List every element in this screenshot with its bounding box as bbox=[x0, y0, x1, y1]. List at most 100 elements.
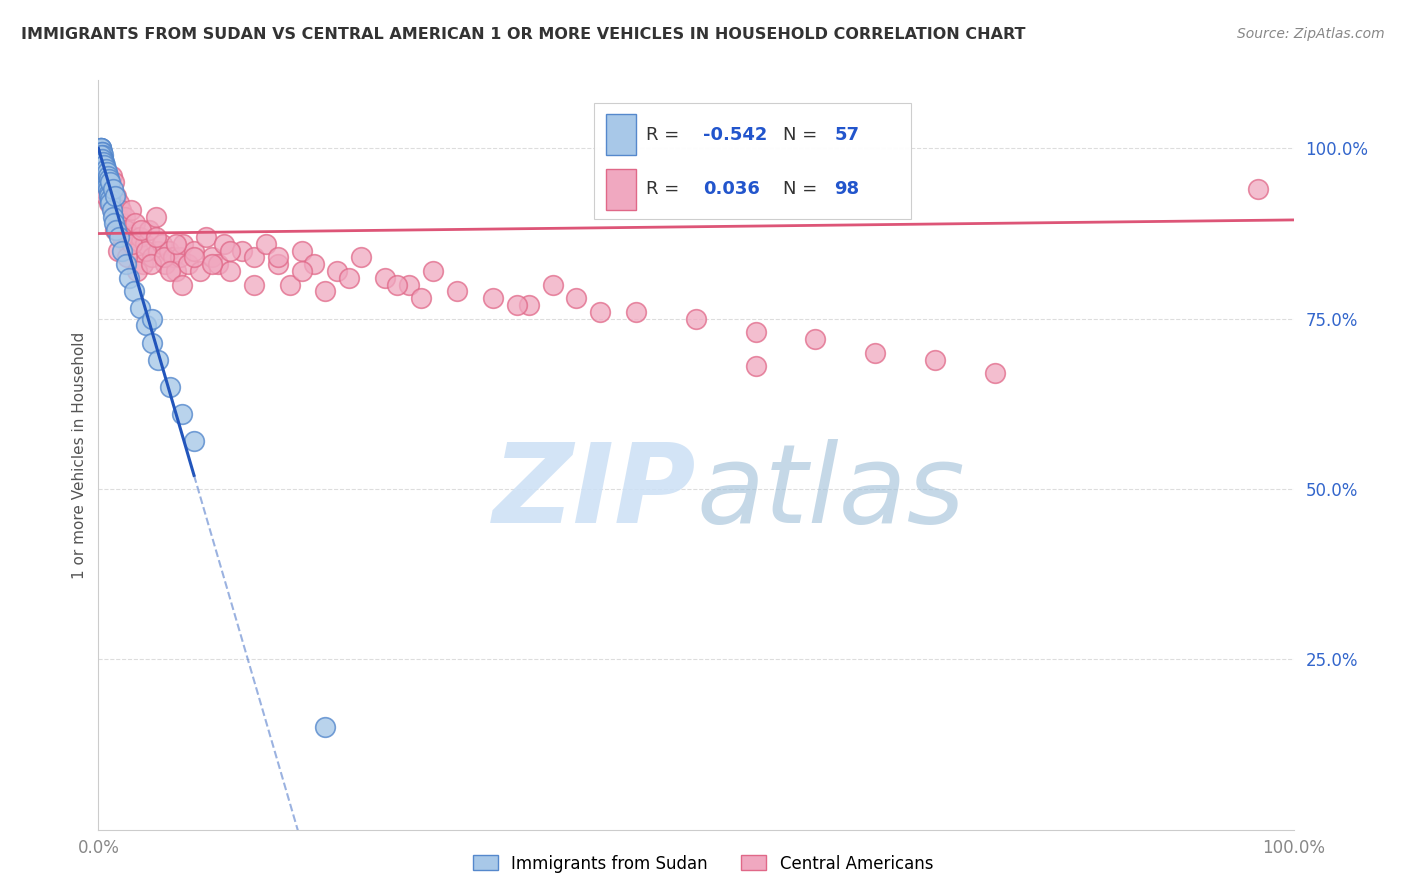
Point bbox=[103, 216, 125, 230]
Point bbox=[315, 285, 337, 299]
Point bbox=[101, 182, 124, 196]
Point bbox=[135, 244, 157, 258]
Point bbox=[90, 148, 112, 162]
Point bbox=[243, 277, 266, 292]
Point bbox=[565, 291, 588, 305]
Point bbox=[104, 189, 127, 203]
Point bbox=[350, 251, 373, 265]
Text: -0.542: -0.542 bbox=[703, 126, 768, 144]
Point bbox=[315, 720, 337, 734]
Point bbox=[129, 230, 152, 244]
Point bbox=[97, 176, 120, 190]
Text: atlas: atlas bbox=[696, 439, 965, 546]
Point bbox=[145, 210, 167, 224]
Point bbox=[145, 230, 167, 244]
Point bbox=[626, 305, 648, 319]
Point bbox=[111, 244, 134, 258]
Point bbox=[201, 257, 224, 271]
Point bbox=[159, 380, 181, 394]
Y-axis label: 1 or more Vehicles in Household: 1 or more Vehicles in Household bbox=[72, 331, 87, 579]
Point bbox=[422, 264, 444, 278]
Point bbox=[267, 257, 290, 271]
Text: N =: N = bbox=[783, 180, 823, 198]
Point bbox=[91, 148, 114, 162]
Point bbox=[103, 176, 125, 190]
Point bbox=[446, 285, 468, 299]
Point bbox=[141, 335, 163, 350]
Point bbox=[96, 165, 118, 179]
Point bbox=[93, 158, 115, 172]
Point bbox=[115, 257, 138, 271]
Point bbox=[98, 195, 122, 210]
Point bbox=[148, 244, 170, 258]
Point bbox=[219, 244, 242, 258]
Point bbox=[865, 345, 887, 359]
Point bbox=[589, 305, 612, 319]
Point bbox=[91, 152, 114, 166]
Point bbox=[122, 230, 145, 244]
Point bbox=[374, 270, 396, 285]
Point bbox=[141, 251, 163, 265]
Point bbox=[121, 236, 143, 251]
Point bbox=[124, 285, 146, 299]
Point bbox=[165, 236, 187, 251]
Point bbox=[107, 230, 129, 244]
Point bbox=[398, 277, 420, 292]
Point bbox=[90, 141, 112, 155]
Point bbox=[159, 264, 181, 278]
Point bbox=[183, 244, 205, 258]
Point bbox=[125, 264, 148, 278]
Point bbox=[105, 223, 128, 237]
Point bbox=[302, 257, 325, 271]
Point bbox=[207, 257, 229, 271]
Point bbox=[172, 277, 194, 292]
Point bbox=[482, 291, 505, 305]
Point bbox=[278, 277, 301, 292]
Point bbox=[924, 352, 946, 367]
Point bbox=[411, 291, 433, 305]
Point bbox=[111, 216, 134, 230]
Point bbox=[745, 359, 768, 374]
Text: IMMIGRANTS FROM SUDAN VS CENTRAL AMERICAN 1 OR MORE VEHICLES IN HOUSEHOLD CORREL: IMMIGRANTS FROM SUDAN VS CENTRAL AMERICA… bbox=[21, 27, 1025, 42]
Point bbox=[169, 251, 191, 265]
Point bbox=[111, 230, 134, 244]
Point bbox=[177, 257, 200, 271]
Text: ZIP: ZIP bbox=[492, 439, 696, 546]
Point bbox=[93, 158, 115, 172]
Point bbox=[96, 178, 118, 193]
Text: Source: ZipAtlas.com: Source: ZipAtlas.com bbox=[1237, 27, 1385, 41]
Point bbox=[96, 189, 118, 203]
Point bbox=[91, 155, 114, 169]
Point bbox=[155, 257, 177, 271]
Point bbox=[98, 182, 122, 196]
Point bbox=[150, 236, 173, 251]
Point bbox=[117, 236, 139, 251]
Point bbox=[107, 195, 129, 210]
Point bbox=[97, 182, 120, 196]
Point bbox=[165, 264, 187, 278]
Point bbox=[231, 244, 253, 258]
Text: 57: 57 bbox=[835, 126, 859, 144]
Text: R =: R = bbox=[645, 180, 685, 198]
Point bbox=[131, 223, 153, 237]
Point bbox=[90, 145, 112, 159]
Point bbox=[183, 434, 205, 449]
Point bbox=[97, 186, 120, 200]
Point bbox=[339, 270, 361, 285]
Point bbox=[1247, 182, 1270, 196]
Text: R =: R = bbox=[645, 126, 685, 144]
Bar bbox=[606, 169, 637, 210]
Text: 98: 98 bbox=[835, 180, 859, 198]
Point bbox=[141, 311, 163, 326]
Point bbox=[219, 264, 242, 278]
Point bbox=[291, 264, 314, 278]
Point bbox=[94, 165, 117, 179]
Point bbox=[98, 189, 121, 203]
Point bbox=[139, 257, 162, 271]
Point bbox=[98, 195, 121, 210]
Point bbox=[93, 155, 115, 169]
Point bbox=[112, 230, 135, 244]
Point bbox=[114, 210, 136, 224]
Point bbox=[91, 155, 114, 169]
Legend: Immigrants from Sudan, Central Americans: Immigrants from Sudan, Central Americans bbox=[467, 848, 939, 880]
